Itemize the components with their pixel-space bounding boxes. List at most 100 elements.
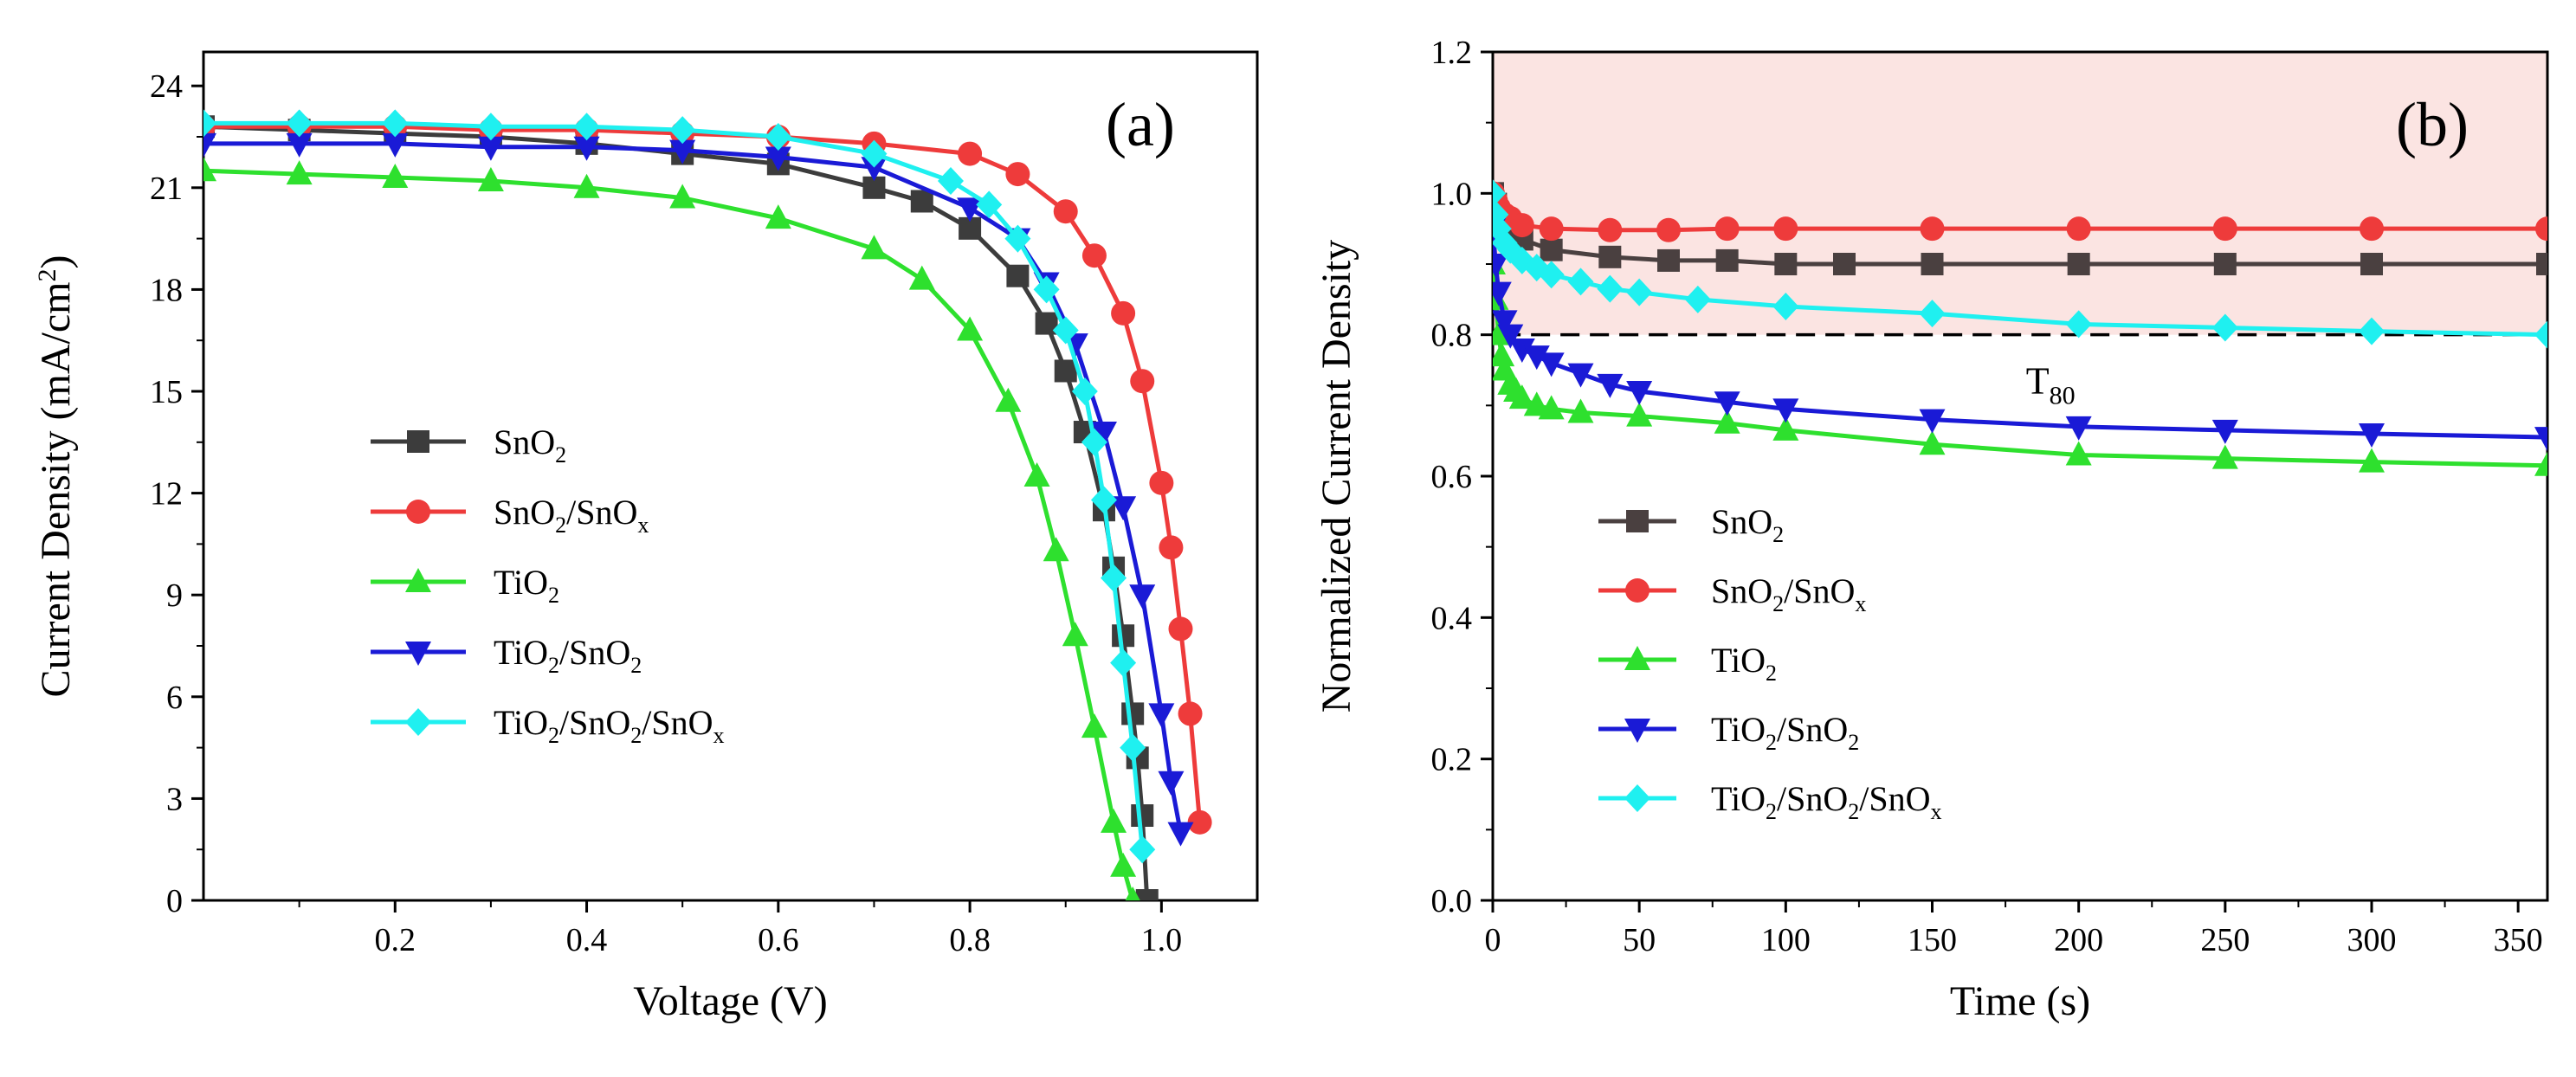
legend-subscript: x: [1855, 591, 1866, 616]
legend-label: SnO2/SnOx: [494, 493, 649, 538]
data-point: [1919, 430, 1946, 455]
data-point: [1497, 324, 1524, 349]
data-point: [1135, 889, 1159, 900]
x-tick-label: 0.8: [949, 922, 991, 958]
legend-subscript: 2: [1848, 799, 1859, 824]
stability-shaded-region: [1493, 52, 2547, 335]
legend-text: /SnO: [1777, 779, 1848, 818]
data-point: [1493, 342, 1515, 367]
data-point: [573, 173, 600, 198]
series-line: [203, 168, 1135, 900]
data-point: [1626, 381, 1653, 405]
data-point: [1130, 369, 1155, 394]
data-point: [1081, 713, 1107, 738]
data-point: [937, 166, 964, 195]
data-point: [573, 136, 600, 161]
y-tick-label: 21: [150, 171, 183, 207]
x-axis-label: Time (s): [1950, 978, 2090, 1024]
data-point: [2535, 216, 2547, 242]
data-point: [203, 157, 216, 182]
y-tick-label: 1.0: [1431, 176, 1473, 212]
legend-swatch-marker: [1624, 784, 1650, 812]
series-tio2-sno2: [1493, 218, 2547, 452]
legend-subscript: 2: [630, 653, 642, 678]
data-point: [1493, 310, 1518, 335]
legend-swatch-marker: [405, 642, 431, 666]
x-tick-label: 200: [2054, 922, 2103, 958]
y-axis-label-text: Current Density (mA/cm: [33, 282, 79, 698]
series-line: [203, 120, 1145, 850]
data-point: [995, 387, 1022, 412]
series-line: [203, 141, 1183, 834]
legend-label: TiO2: [1711, 641, 1777, 686]
data-point: [765, 123, 791, 151]
legend-text: SnO: [494, 422, 555, 461]
data-point: [573, 113, 600, 141]
data-point: [1598, 245, 1622, 268]
series-line: [203, 124, 1150, 900]
legend-subscript: 2: [548, 583, 559, 608]
legend-text: TiO: [494, 633, 548, 672]
legend-subscript: 2: [1848, 730, 1859, 755]
x-axis-label: Voltage (V): [633, 978, 827, 1024]
x-tick-label: 1.0: [1141, 922, 1183, 958]
legend-item: TiO2/SnO2/SnOx: [1598, 779, 1942, 824]
data-point: [861, 139, 888, 168]
data-point: [203, 132, 216, 158]
data-point: [861, 235, 888, 260]
data-point: [2213, 253, 2237, 275]
legend-text: /SnO: [559, 703, 630, 742]
legend-subscript: x: [1931, 799, 1942, 824]
data-point: [2359, 317, 2385, 345]
plot-frame: [202, 50, 1259, 902]
legend-label: SnO2: [494, 422, 566, 468]
x-tick-label: 250: [2200, 922, 2250, 958]
legend-text: TiO: [494, 703, 548, 742]
data-point: [1523, 345, 1550, 371]
data-point: [1772, 398, 1799, 423]
data-point: [1090, 486, 1117, 514]
panel-label: (b): [2396, 90, 2469, 159]
data-point: [957, 197, 984, 222]
data-point: [1006, 264, 1030, 287]
legend-subscript: 2: [1772, 591, 1784, 616]
data-point: [1539, 216, 1564, 242]
legend-text: /SnO: [642, 703, 713, 742]
x-tick-label: 100: [1761, 922, 1811, 958]
data-point: [910, 190, 933, 213]
t80-label-sub: 80: [2050, 382, 2076, 410]
x-tick-label: 0: [1485, 922, 1501, 958]
data-point: [2534, 320, 2547, 349]
t80-label: T80: [2026, 360, 2076, 410]
data-point: [1523, 391, 1550, 416]
data-point: [1052, 316, 1079, 345]
legend-swatch-marker: [1624, 646, 1650, 670]
y-tick-label: 0.8: [1431, 318, 1473, 354]
data-point: [1508, 384, 1535, 410]
data-point: [2065, 441, 2092, 466]
legend-text: /SnO: [559, 633, 630, 672]
legend-text: /SnO: [566, 493, 637, 532]
data-point: [2211, 313, 2238, 342]
data-point: [1774, 253, 1798, 275]
data-point: [1053, 199, 1078, 224]
data-point: [1043, 537, 1069, 562]
y-axis-label: Normalized Current Density: [1314, 240, 1359, 713]
y-tick-label: 0.4: [1431, 600, 1473, 636]
series-tio2-sno2-snox: [1493, 179, 2547, 349]
legend-subscript: 2: [1766, 799, 1777, 824]
data-point: [2066, 216, 2091, 242]
legend-label: TiO2/SnO2: [1711, 710, 1859, 755]
legend-label: SnO2: [1711, 502, 1784, 547]
data-point: [957, 316, 984, 341]
data-point: [2359, 423, 2385, 448]
data-point: [382, 164, 409, 189]
data-point: [1033, 275, 1060, 304]
y-tick-label: 9: [166, 577, 183, 614]
data-point: [1148, 703, 1175, 728]
data-point: [861, 157, 888, 182]
legend-item: SnO2/SnOx: [371, 493, 649, 538]
y-axis-label-close: ): [33, 255, 79, 269]
data-point: [1833, 253, 1856, 275]
legend-swatch-marker: [1626, 510, 1649, 532]
